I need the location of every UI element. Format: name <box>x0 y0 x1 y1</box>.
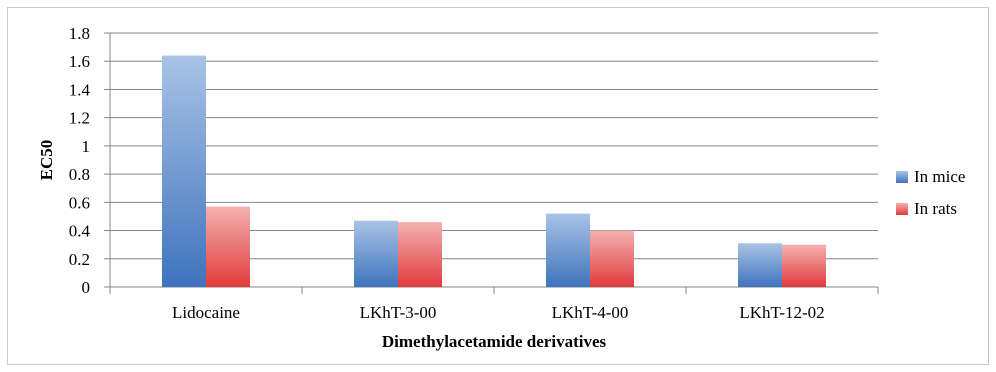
y-tick-label: 1.6 <box>69 52 90 71</box>
y-tick-label: 1.2 <box>69 109 90 128</box>
y-tick-label: 0.8 <box>69 165 90 184</box>
x-tick-label: LKhT-3-00 <box>360 303 437 322</box>
y-tick-label: 1 <box>82 137 91 156</box>
legend-swatch <box>896 203 908 215</box>
axes <box>104 32 879 294</box>
bar-mice-3 <box>738 243 782 287</box>
y-tick-label: 0.6 <box>69 193 90 212</box>
legend-swatch <box>896 171 908 183</box>
bar-mice-1 <box>354 220 398 287</box>
x-tick-label: LKhT-4-00 <box>552 303 629 322</box>
legend-label: In rats <box>914 199 957 218</box>
bars <box>162 55 826 288</box>
y-tick-label: 0.4 <box>69 222 91 241</box>
x-tick-label: LKhT-12-02 <box>739 303 824 322</box>
y-tick-label: 1.4 <box>69 80 91 99</box>
bar-rats-1 <box>398 222 442 287</box>
y-tick-labels: 0 0.2 0.4 0.6 0.8 1 1.2 1.4 1.6 1.8 <box>69 24 91 297</box>
bar-rats-3 <box>782 244 826 287</box>
legend: In mice In rats <box>896 167 965 218</box>
bar-rats-2 <box>590 230 634 287</box>
x-tick-labels: Lidocaine LKhT-3-00 LKhT-4-00 LKhT-12-02 <box>172 303 825 322</box>
x-tick-label: Lidocaine <box>172 303 240 322</box>
bar-mice-2 <box>546 213 590 287</box>
legend-label: In mice <box>914 167 965 186</box>
bar-rats-0 <box>206 206 250 287</box>
x-axis-title: Dimethylacetamide derivatives <box>382 332 607 351</box>
y-tick-label: 1.8 <box>69 24 90 43</box>
y-tick-label: 0.2 <box>69 250 90 269</box>
y-axis-title: EC50 <box>37 140 56 181</box>
y-tick-label: 0 <box>82 278 91 297</box>
bar-mice-0 <box>162 55 206 288</box>
